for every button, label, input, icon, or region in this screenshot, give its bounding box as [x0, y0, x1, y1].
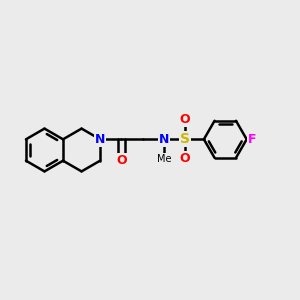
Text: S: S: [180, 132, 190, 146]
Text: Me: Me: [157, 154, 172, 164]
Text: N: N: [95, 133, 105, 146]
Text: F: F: [248, 133, 256, 146]
Text: O: O: [116, 154, 127, 167]
Text: N: N: [159, 133, 169, 146]
Text: O: O: [179, 113, 190, 126]
Text: O: O: [179, 152, 190, 166]
